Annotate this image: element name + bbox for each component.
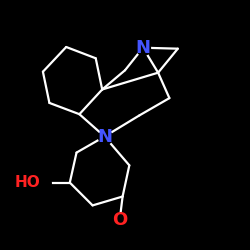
Text: HO: HO [15, 175, 40, 190]
Text: N: N [97, 128, 112, 146]
Text: O: O [112, 211, 127, 229]
Text: N: N [136, 39, 150, 57]
